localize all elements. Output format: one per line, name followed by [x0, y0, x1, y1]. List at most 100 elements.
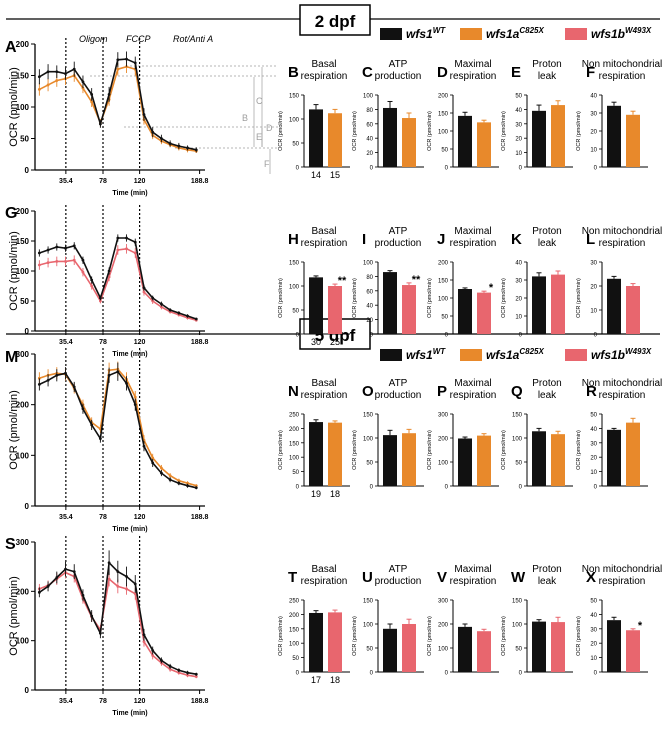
panel-title-line2: respiration	[301, 576, 348, 587]
data-point	[186, 481, 189, 485]
bar-b	[328, 286, 342, 334]
data-point	[168, 474, 172, 477]
bar-b	[328, 612, 342, 672]
y-tick-label: 0	[296, 333, 300, 339]
panel-letter-V: V	[437, 569, 447, 586]
sample-size: 18	[330, 675, 340, 685]
significance-marker: **	[338, 275, 347, 287]
data-point	[81, 407, 85, 411]
y-tick-label: 80	[366, 108, 373, 114]
y-tick-label: 0	[445, 166, 449, 172]
y-axis-label: OCR (pmol/min)	[576, 278, 582, 318]
panel-letter-R: R	[586, 383, 597, 400]
y-tick-label: 200	[438, 437, 449, 443]
data-point	[46, 378, 50, 382]
panel-A-annotation-letters: B C D E F	[242, 96, 273, 169]
bar-b	[477, 292, 491, 334]
data-point	[177, 311, 181, 315]
panel-letter-N: N	[288, 383, 299, 400]
panel-letter-T: T	[288, 569, 297, 586]
legend-swatch-wt-5dpf	[380, 349, 402, 361]
x-tick-label: 78	[99, 178, 107, 185]
y-tick-label: 10	[590, 148, 597, 154]
data-point	[160, 466, 163, 470]
y-tick-label: 20	[590, 642, 597, 648]
panel-title-line1: Basal	[311, 564, 336, 575]
data-point	[64, 371, 67, 375]
section-label-box-2dpf	[299, 4, 371, 36]
legend-swatch-a	[460, 28, 482, 40]
series-wt	[37, 550, 198, 676]
y-tick-label: 100	[16, 103, 30, 112]
panel-title-line1: Maximal	[454, 564, 491, 575]
y-tick-label: 10	[590, 309, 597, 315]
data-point	[98, 299, 102, 303]
bar-wt	[458, 115, 472, 167]
y-tick-label: 250	[289, 599, 300, 605]
x-axis-label: Time (min)	[112, 351, 147, 358]
data-point	[125, 57, 128, 61]
y-tick-label: 50	[292, 142, 299, 148]
y-tick-label: 100	[438, 461, 449, 467]
y-tick-label: 80	[366, 275, 373, 281]
data-point	[90, 423, 94, 427]
y-tick-label: 150	[363, 599, 374, 605]
bar-wt	[458, 289, 472, 334]
data-point	[55, 70, 59, 74]
series-line	[39, 370, 197, 489]
x-tick-label: 120	[134, 698, 146, 705]
panel-letter-J: J	[437, 231, 445, 248]
panel-title-line1: Proton	[532, 226, 561, 237]
y-tick-label: 300	[16, 350, 30, 359]
y-axis-label: OCR (pmol/min)	[352, 278, 358, 318]
x-tick-label: 35.4	[59, 514, 73, 521]
series-b	[37, 244, 198, 322]
y-tick-label: 100	[16, 451, 30, 460]
y-tick-label: 150	[512, 599, 523, 605]
data-point	[81, 258, 85, 262]
panel-title-line1: Non mitochondrial	[582, 59, 663, 70]
y-axis-label: OCR (pmol/min)	[278, 111, 284, 151]
data-point	[151, 299, 155, 303]
y-tick-label: 0	[445, 485, 449, 491]
data-point	[37, 75, 41, 79]
data-point	[55, 373, 59, 377]
annot-letter-d: D	[266, 123, 273, 133]
y-tick-label: 150	[289, 261, 300, 267]
bar-a	[477, 122, 491, 167]
y-tick-label: 30	[590, 627, 597, 633]
y-axis-label: OCR (pmol/min)	[8, 231, 20, 310]
data-point	[125, 236, 128, 240]
y-tick-label: 200	[16, 587, 30, 596]
data-point	[177, 668, 181, 672]
panel-letter-P: P	[437, 383, 447, 400]
data-point	[151, 654, 155, 657]
panel-letter-G: G	[5, 205, 17, 222]
data-point	[64, 260, 67, 263]
injection-rot-anti-a: Rot/Anti A	[173, 34, 213, 44]
y-tick-label: 0	[594, 671, 598, 677]
legend-label-wt-5dpf: wfs1WT	[406, 347, 446, 362]
y-tick-label: 0	[519, 333, 523, 339]
x-tick-label: 120	[134, 514, 146, 521]
y-tick-label: 60	[366, 122, 373, 128]
y-tick-label: 20	[590, 456, 597, 462]
y-tick-label: 0	[445, 671, 449, 677]
legend-label-wt: wfs1WT	[406, 26, 446, 41]
annot-letter-e: E	[256, 132, 262, 142]
data-point	[160, 305, 163, 309]
panel-letter-K: K	[511, 231, 522, 248]
y-tick-label: 200	[289, 613, 300, 619]
series-line	[39, 65, 197, 152]
data-point	[151, 649, 155, 652]
data-point	[107, 561, 111, 565]
y-tick-label: 50	[590, 413, 597, 419]
y-tick-label: 30	[590, 441, 597, 447]
data-point	[177, 481, 181, 485]
y-tick-label: 50	[20, 135, 29, 144]
bar-b	[477, 631, 491, 672]
